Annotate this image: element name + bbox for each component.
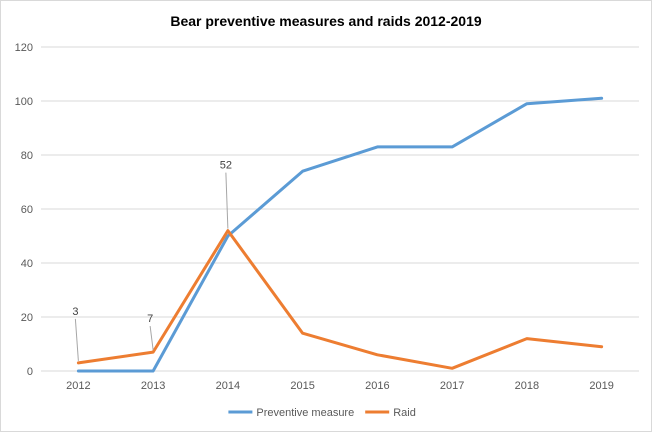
data-labels: 3 7 52 [72, 160, 232, 361]
data-label: 7 [147, 313, 153, 325]
series-line-raid [76, 229, 604, 370]
legend-label-raid: Raid [393, 407, 416, 419]
y-tick-label: 80 [21, 150, 33, 162]
legend: Preventive measure Raid [228, 407, 416, 419]
x-tick-label: 2015 [290, 380, 314, 392]
data-label: 52 [220, 160, 232, 172]
y-tick-label: 100 [15, 96, 33, 108]
data-label-leader [225, 172, 229, 229]
data-label-leader [149, 326, 154, 351]
x-tick-label: 2014 [216, 380, 240, 392]
y-axis-ticks: 0 20 40 60 80 100 120 [15, 42, 33, 378]
x-tick-label: 2016 [365, 380, 389, 392]
data-label-leader [74, 318, 79, 361]
y-tick-label: 40 [21, 258, 33, 270]
x-tick-label: 2012 [66, 380, 90, 392]
data-label: 3 [72, 306, 78, 318]
y-tick-label: 120 [15, 42, 33, 54]
x-tick-label: 2019 [589, 380, 613, 392]
chart-title: Bear preventive measures and raids 2012-… [170, 13, 482, 29]
x-axis-ticks: 2012 2013 2014 2015 2016 2017 2018 2019 [66, 380, 614, 392]
series-line-preventive-measure [76, 96, 604, 373]
series-lines [76, 96, 604, 373]
y-tick-label: 60 [21, 204, 33, 216]
x-tick-label: 2013 [141, 380, 165, 392]
gridlines [41, 46, 639, 372]
x-tick-label: 2018 [515, 380, 539, 392]
y-tick-label: 0 [27, 366, 33, 378]
x-tick-label: 2017 [440, 380, 464, 392]
y-tick-label: 20 [21, 312, 33, 324]
legend-label-preventive-measure: Preventive measure [256, 407, 354, 419]
